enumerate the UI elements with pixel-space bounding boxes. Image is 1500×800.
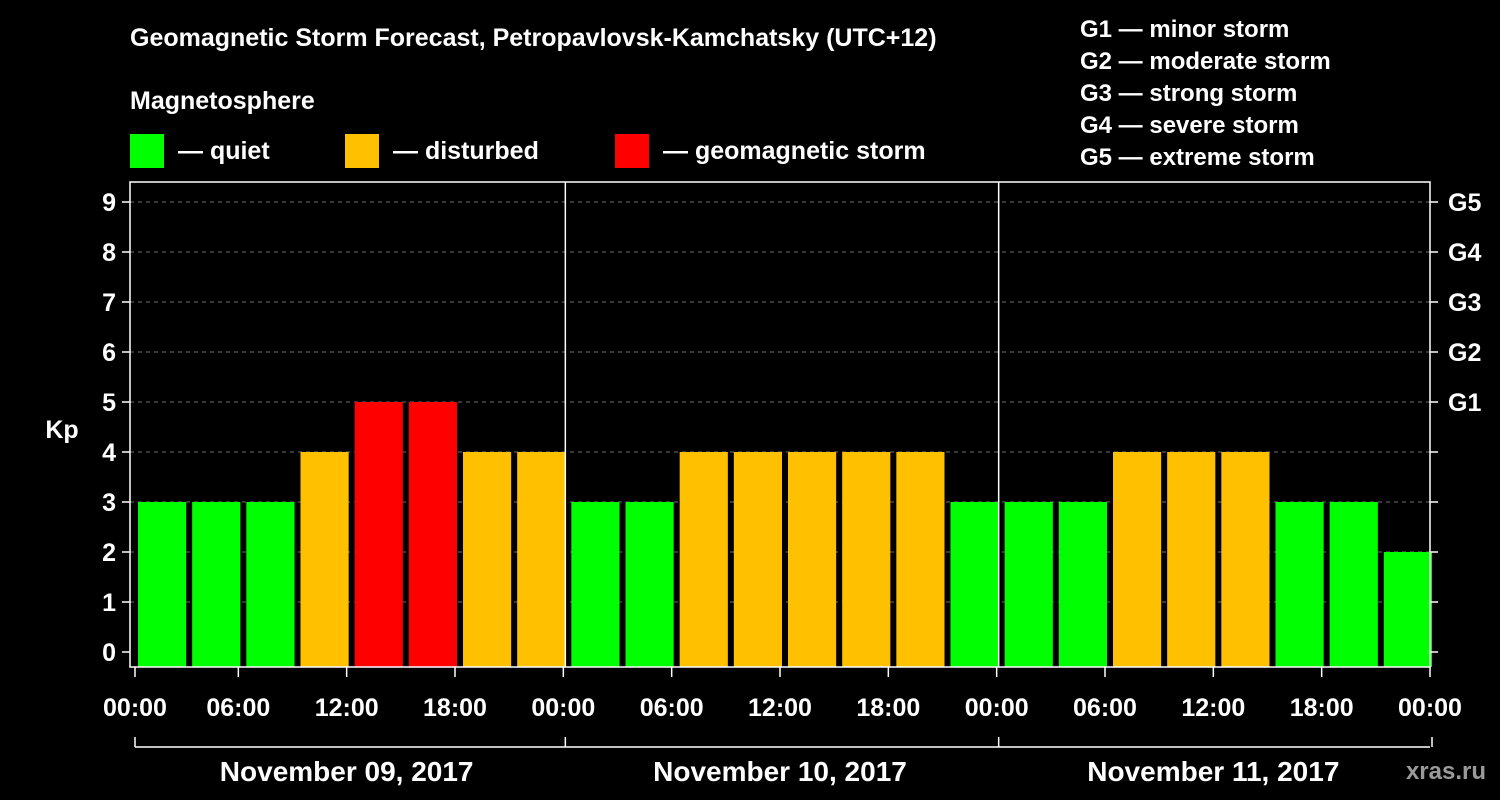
y-tick-label: 5 [102,389,116,417]
legend-swatch-disturbed [345,134,379,168]
kp-bar [408,402,457,667]
y-tick-label: 0 [102,639,116,667]
storm-level-legend: G1 — minor storm G2 — moderate storm G3 … [1080,14,1331,174]
kp-bar [842,452,891,667]
chart-title: Geomagnetic Storm Forecast, Petropavlovs… [130,24,937,52]
legend-subtitle: Magnetosphere [130,87,315,115]
kp-bar [1004,502,1053,667]
storm-level-g4: G4 — severe storm [1080,112,1299,139]
kp-bar [1275,502,1324,667]
legend-label-quiet: — quiet [178,136,270,165]
x-tick-label: 06:00 [206,694,270,722]
kp-bar [571,502,620,667]
legend-label-storm: — geomagnetic storm [663,136,926,165]
kp-bar [138,502,187,667]
kp-bar [1167,452,1216,667]
x-tick-label: 18:00 [1290,694,1354,722]
kp-bar [625,502,674,667]
y-tick-label: 4 [102,439,116,467]
kp-bar [950,502,999,667]
x-tick-label: 18:00 [856,694,920,722]
legend-item-disturbed: — disturbed [345,134,539,168]
legend-label-disturbed: — disturbed [393,136,539,165]
kp-bar [1329,502,1378,667]
kp-bar [463,452,512,667]
kp-bar [679,452,728,667]
x-tick-label: 06:00 [640,694,704,722]
day-label: November 11, 2017 [1087,756,1339,787]
x-tick-label: 12:00 [315,694,379,722]
kp-bar [1383,552,1432,667]
kp-bar [1058,502,1107,667]
g-level-label: G3 [1448,289,1481,317]
storm-level-g1: G1 — minor storm [1080,16,1290,43]
kp-bar [1113,452,1162,667]
storm-level-g2: G2 — moderate storm [1080,48,1331,75]
x-tick-label: 00:00 [965,694,1029,722]
site-watermark: xras.ru [1405,758,1486,785]
kp-bar [1221,452,1270,667]
g-level-label: G2 [1448,339,1481,367]
g-level-label: G5 [1448,189,1481,217]
kp-bar [788,452,837,667]
storm-level-g3: G3 — strong storm [1080,80,1298,107]
x-tick-label: 12:00 [1181,694,1245,722]
y-axis-label: Kp [45,416,78,444]
y-tick-label: 9 [102,189,116,217]
kp-bar [733,452,782,667]
legend-item-quiet: — quiet [130,134,270,168]
kp-bar [246,502,295,667]
legend-swatch-storm [615,134,649,168]
x-tick-label: 00:00 [103,694,167,722]
g-level-label: G4 [1448,239,1481,267]
y-tick-label: 2 [102,539,116,567]
g-level-label: G1 [1448,389,1481,417]
legend-item-storm: — geomagnetic storm [615,134,926,168]
x-tick-label: 00:00 [1398,694,1462,722]
y-tick-label: 6 [102,339,116,367]
kp-bar [300,452,349,667]
y-tick-label: 7 [102,289,116,317]
x-tick-label: 00:00 [531,694,595,722]
day-label: November 09, 2017 [220,756,474,787]
y-tick-label: 1 [102,589,116,617]
kp-bar [192,502,241,667]
kp-bar [896,452,945,667]
storm-level-g5: G5 — extreme storm [1080,144,1315,171]
x-tick-label: 12:00 [748,694,812,722]
kp-bar [354,402,403,667]
day-label: November 10, 2017 [653,756,907,787]
x-tick-label: 18:00 [423,694,487,722]
legend-swatch-quiet [130,134,164,168]
kp-bar [517,452,566,667]
y-tick-label: 3 [102,489,116,517]
x-tick-label: 06:00 [1073,694,1137,722]
y-tick-label: 8 [102,239,116,267]
